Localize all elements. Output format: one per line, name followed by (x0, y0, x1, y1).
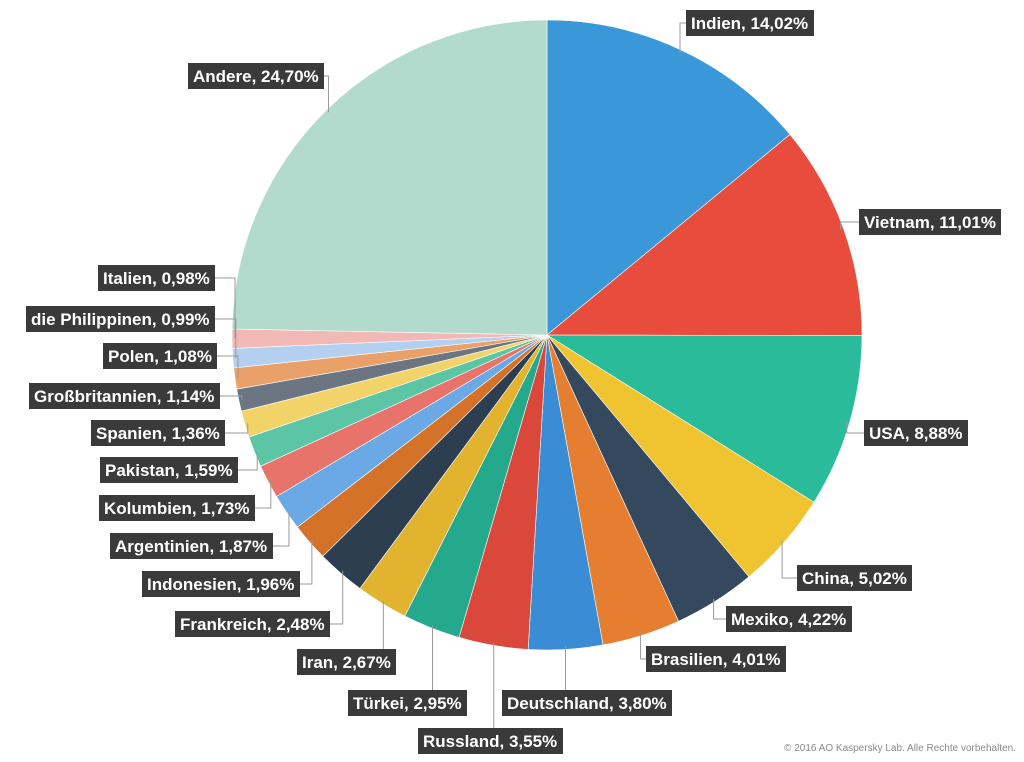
pie-slice-andere (231, 19, 548, 336)
slice-label-text: Spanien, 1,36% (96, 424, 220, 443)
leader-line-grossbritannien (220, 395, 243, 400)
slice-label-spanien: Spanien, 1,36% (91, 420, 225, 446)
pie-slice-indien (546, 19, 791, 336)
label-box (864, 420, 968, 446)
slice-label-usa: USA, 8,88% (864, 420, 968, 446)
slice-label-text: Vietnam, 11,01% (864, 213, 996, 232)
label-box (29, 383, 220, 409)
label-box (502, 690, 672, 716)
leader-line-frankreich (330, 570, 344, 625)
label-box (188, 63, 324, 89)
slice-label-text: Frankreich, 2,48% (180, 615, 325, 634)
label-box (726, 606, 852, 632)
slice-label-indien: Indien, 14,02% (686, 10, 814, 36)
slice-label-deutschland: Deutschland, 3,80% (502, 690, 672, 716)
pie-slice-vietnam (546, 134, 863, 336)
slice-label-die-philippinen: die Philippinen, 0,99% (26, 306, 215, 332)
slice-label-vietnam: Vietnam, 11,01% (859, 209, 1001, 235)
pie-slice-usa (545, 334, 863, 503)
slice-label-text: Pakistan, 1,59% (105, 461, 233, 480)
label-box (142, 571, 300, 597)
pie-slices (231, 19, 863, 651)
label-box (26, 306, 215, 332)
leader-line-kolumbien (255, 480, 272, 509)
leader-line-italien (215, 277, 236, 339)
label-box (103, 343, 217, 369)
label-box (98, 265, 215, 291)
leader-line-usa (846, 421, 864, 434)
slice-label-text: Indonesien, 1,96% (147, 575, 294, 594)
label-box (646, 646, 786, 672)
slice-label-tuerkei: Türkei, 2,95% (348, 690, 467, 716)
slice-label-kolumbien: Kolumbien, 1,73% (99, 495, 255, 521)
slice-label-italien: Italien, 0,98% (98, 265, 215, 291)
slice-label-china: China, 5,02% (797, 565, 912, 591)
label-box (859, 209, 1001, 235)
slice-label-text: Indien, 14,02% (691, 14, 808, 33)
slice-label-andere: Andere, 24,70% (188, 63, 324, 89)
leader-line-indonesien (300, 540, 313, 585)
slice-label-iran: Iran, 2,67% (297, 649, 396, 675)
slice-label-text: Deutschland, 3,80% (507, 694, 667, 713)
slice-label-text: Türkei, 2,95% (353, 694, 462, 713)
leader-line-mexiko (713, 598, 726, 620)
leader-line-china (781, 540, 797, 579)
leader-line-die-philippinen (215, 318, 237, 358)
slice-label-text: Großbritannien, 1,14% (34, 387, 214, 406)
leader-line-vietnam (840, 221, 859, 230)
slice-label-grossbritannien: Großbritannien, 1,14% (29, 383, 220, 409)
slice-label-text: USA, 8,88% (869, 424, 963, 443)
leader-line-brasilien (640, 632, 646, 660)
slice-label-text: Andere, 24,70% (193, 67, 319, 86)
slice-label-text: Iran, 2,67% (302, 653, 391, 672)
slice-label-pakistan: Pakistan, 1,59% (100, 457, 238, 483)
leader-line-pakistan (238, 450, 258, 471)
copyright-text: © 2016 AO Kaspersky Lab. Alle Rechte vor… (784, 743, 1016, 754)
slice-labels: Indien, 14,02% Vietnam, 11,01% USA, 8,88% C… (26, 10, 1001, 754)
slice-label-argentinien: Argentinien, 1,87% (110, 533, 273, 559)
label-box (686, 10, 814, 36)
slice-label-text: Argentinien, 1,87% (115, 537, 267, 556)
leader-line-indien (679, 22, 686, 53)
slice-label-text: Kolumbien, 1,73% (104, 499, 249, 518)
label-box (348, 690, 467, 716)
label-box (797, 565, 912, 591)
label-box (91, 420, 225, 446)
slice-label-text: Polen, 1,08% (108, 347, 212, 366)
slice-label-text: Italien, 0,98% (103, 269, 210, 288)
leader-line-polen (217, 355, 239, 379)
slice-label-brasilien: Brasilien, 4,01% (646, 646, 786, 672)
label-box (297, 649, 396, 675)
label-box (100, 457, 238, 483)
slice-label-mexiko: Mexiko, 4,22% (726, 606, 852, 632)
slice-label-text: China, 5,02% (802, 569, 907, 588)
leader-line-argentinien (273, 510, 290, 547)
slice-label-text: Brasilien, 4,01% (651, 650, 780, 669)
leader-line-spanien (225, 423, 249, 434)
label-box (110, 533, 273, 559)
slice-label-frankreich: Frankreich, 2,48% (175, 611, 330, 637)
slice-label-text: Mexiko, 4,22% (731, 610, 846, 629)
label-box (418, 728, 563, 754)
leader-line-andere (324, 75, 329, 113)
slice-label-text: die Philippinen, 0,99% (31, 310, 210, 329)
slice-label-russland: Russland, 3,55% (418, 728, 563, 754)
label-box (99, 495, 255, 521)
slice-label-text: Russland, 3,55% (423, 732, 557, 751)
slice-label-polen: Polen, 1,08% (103, 343, 217, 369)
slice-label-indonesien: Indonesien, 1,96% (142, 571, 300, 597)
label-box (175, 611, 330, 637)
